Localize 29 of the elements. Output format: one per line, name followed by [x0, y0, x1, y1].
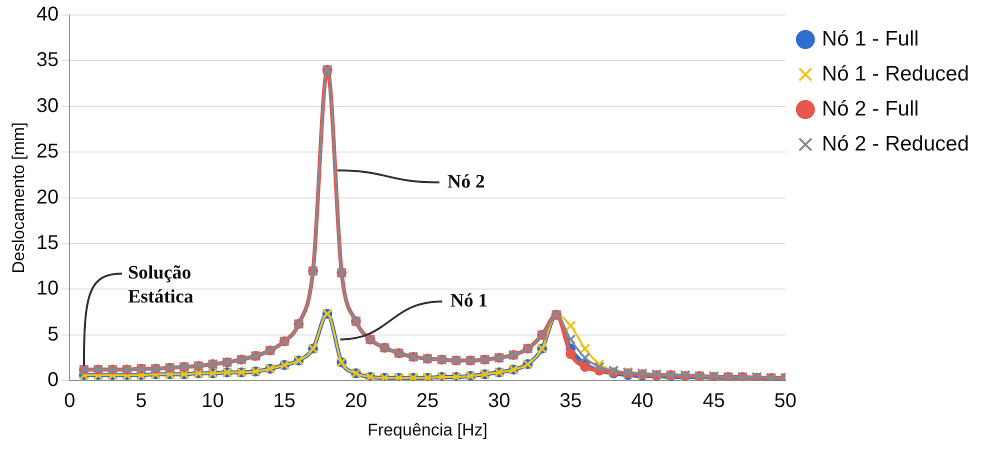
- y-tick-label: 35: [36, 49, 59, 72]
- x-tick-label: 0: [64, 390, 76, 412]
- y-tick-label: 20: [36, 186, 59, 208]
- y-tick-label: 0: [48, 369, 59, 392]
- x-tick-label: 25: [416, 390, 439, 412]
- x-tick-label: 30: [488, 390, 510, 412]
- x-tick-label: 45: [702, 390, 725, 412]
- y-tick-label: 10: [36, 278, 59, 300]
- legend-label: Nó 1 - Reduced: [822, 62, 970, 86]
- annotation: Nó 1: [450, 290, 488, 312]
- x-tick-label: 15: [273, 390, 296, 412]
- x-tick-label: 40: [631, 390, 654, 412]
- y-tick-label: 25: [36, 140, 59, 163]
- y-tick-label: 40: [36, 4, 59, 26]
- x-tick-label: 35: [560, 390, 582, 412]
- annotation: Solução Estática: [128, 262, 194, 308]
- y-tick-label: 15: [36, 232, 59, 254]
- y-tick-label: 5: [48, 323, 59, 346]
- legend-label: Nó 2 - Full: [822, 97, 919, 120]
- x-axis-title: Frequência [Hz]: [368, 420, 488, 440]
- legend-label: Nó 1 - Full: [822, 27, 919, 50]
- annotation: Nó 2: [447, 171, 485, 192]
- y-tick-label: 30: [36, 94, 59, 117]
- x-tick-label: 50: [774, 390, 797, 412]
- y-axis-title: Deslocamento [mm]: [8, 122, 28, 274]
- x-tick-label: 20: [344, 390, 368, 412]
- legend-label: Nó 2 - Reduced: [822, 132, 970, 156]
- x-tick-label: 5: [136, 390, 147, 412]
- x-tick-label: 10: [202, 390, 224, 412]
